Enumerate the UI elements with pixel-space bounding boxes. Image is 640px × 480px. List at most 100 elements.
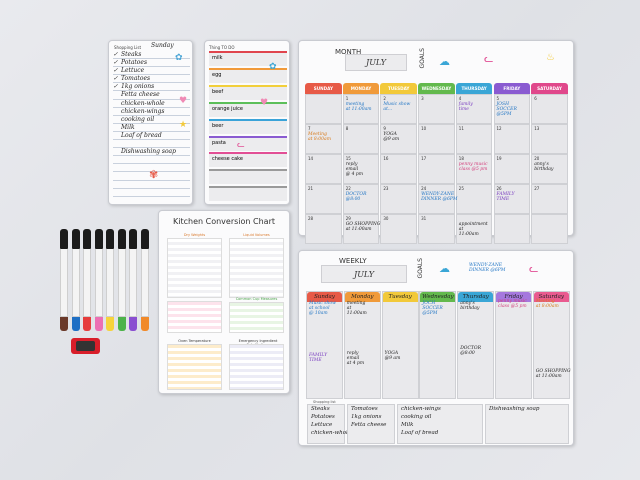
month-date-number: 1 xyxy=(345,96,349,101)
todo-item-text: orange juice xyxy=(212,105,243,112)
cloud-doodle-icon: ☁ xyxy=(439,55,450,68)
month-day-cell: 29 xyxy=(342,214,380,244)
month-day-cell xyxy=(455,214,493,244)
month-date-number: 23 xyxy=(383,186,389,191)
marker-tip xyxy=(129,317,137,331)
week-note: anny's birthday xyxy=(460,301,480,311)
todo-item-text: cheese cake xyxy=(212,156,243,163)
week-shopping-label: Shopping list xyxy=(313,400,336,404)
month-day-cell: 12 xyxy=(493,124,531,154)
month-date-number: 11 xyxy=(458,126,464,131)
month-note: GO SHOPPING at 11:00am xyxy=(345,222,381,232)
month-day-cell: 30 xyxy=(380,214,418,244)
month-day-cell: 19 xyxy=(493,154,531,184)
shopping-list-day: Sunday xyxy=(151,42,174,49)
week-shopping-box: chicken-wings cooking oil Milk Loaf of brea… xyxy=(397,404,483,444)
todo-slot: egg xyxy=(209,67,287,83)
todo-slot: pasta xyxy=(209,135,287,151)
week-shopping-box: Steaks Potatoes Lettuce chicken-whole xyxy=(307,404,352,444)
month-day-header: WEDNESDAY xyxy=(418,83,455,94)
week-shopping-box: Tomatoes 1kg onions Fetta cheese xyxy=(347,404,395,444)
month-date-number: 15 xyxy=(345,156,351,161)
todo-slot: beef xyxy=(209,84,287,100)
month-day-header: SUNDAY xyxy=(305,83,342,94)
todo-title: Thing TO DO xyxy=(209,45,235,50)
cloud-doodle-icon: ☁ xyxy=(439,262,450,275)
month-day-header: FRIDAY xyxy=(493,83,531,94)
month-name: JULY xyxy=(345,54,407,71)
month-day-cell: 8 xyxy=(342,124,380,154)
month-day-cell: 22 xyxy=(342,184,380,214)
section-common-cup-measures: Common Cup Measures xyxy=(235,297,278,301)
marker-cap xyxy=(94,229,103,249)
month-note: JOSH SOCCER @5PM xyxy=(496,102,517,117)
week-day-column: Saturday xyxy=(532,291,570,399)
todo-item-text: pasta xyxy=(212,139,226,146)
week-day-column: Friday xyxy=(495,291,532,399)
cat-doodle-icon: ᓚ xyxy=(237,140,245,150)
dry-weights-table xyxy=(167,238,222,298)
month-day-cell xyxy=(305,94,342,124)
ice-cream-doodle-icon: ♥ xyxy=(179,96,188,106)
marker-body xyxy=(71,249,80,317)
month-date-number: 20 xyxy=(534,156,540,161)
marker-body xyxy=(106,249,114,317)
marker-cap xyxy=(71,229,80,249)
month-goals-label: GOALS xyxy=(419,48,426,69)
month-date-number: 6 xyxy=(534,96,537,101)
month-note: reply email @ 4 pm xyxy=(345,162,364,177)
month-day-cell: 21 xyxy=(305,184,342,214)
marker-tip xyxy=(94,317,103,331)
week-goal-note: WENDY-ZANE DINNER @6PM xyxy=(469,263,506,273)
marker-cap xyxy=(117,229,126,249)
month-day-cell: 4 xyxy=(455,94,493,124)
month-day-cell: 9 xyxy=(380,124,418,154)
month-day-cell: 13 xyxy=(531,124,568,154)
week-day-header: Thursday xyxy=(458,292,494,302)
month-date-number: 8 xyxy=(345,126,349,131)
marker-cap xyxy=(83,229,91,249)
marker-tip xyxy=(106,317,114,331)
star-doodle-icon: ★ xyxy=(179,120,188,130)
dry-erase-marker xyxy=(140,229,149,331)
shopping-list-item: chicken-wings xyxy=(113,108,190,116)
section-liquid-volumes: Liquid Volumes xyxy=(243,233,270,237)
marker-tip xyxy=(83,317,91,331)
conversion-chart-board: Kitchen Conversion Chart Dry Weights Liq… xyxy=(158,210,290,394)
todo-item-text: egg xyxy=(212,71,222,78)
week-shopping-item: 1kg onions xyxy=(351,414,382,420)
todo-item-text: beef xyxy=(212,88,224,95)
week-shopping-item: Potatoes xyxy=(311,414,335,420)
shopping-list-item xyxy=(113,156,190,165)
week-shopping-item: Lettuce xyxy=(311,422,333,428)
month-note: Music show at... xyxy=(383,102,411,112)
shopping-list-item xyxy=(113,172,190,181)
month-day-cell: 16 xyxy=(380,154,418,184)
shopping-list-item: Dishwashing soap xyxy=(113,148,190,157)
monthly-calendar-board: MONTH JULY GOALS ☁ ᓚ ♨ SUNDAY MONDAY TUESD… xyxy=(298,40,574,244)
month-date-number: 26 xyxy=(496,186,502,191)
month-day-header: SATURDAY xyxy=(531,83,568,94)
marker-cap xyxy=(106,229,114,249)
weekly-planner-board: WEEKLY JULY GOALS WENDY-ZANE DINNER @6PM… xyxy=(298,250,574,446)
marker-body xyxy=(117,249,126,317)
week-shopping-item: chicken-wings xyxy=(401,406,441,412)
week-note: JOCH SOCCER @5PM xyxy=(422,301,443,316)
shopping-list-item: cooking oil xyxy=(113,116,190,124)
week-shopping-item: Loaf of bread xyxy=(401,430,439,436)
week-note: Meeting at 8:00am xyxy=(535,299,559,309)
month-day-cell: 2 xyxy=(380,94,418,124)
week-shopping-item: chicken-whole xyxy=(311,430,352,436)
shopping-list-item xyxy=(113,140,190,149)
month-date-number: 9 xyxy=(383,126,386,131)
todo-board: Thing TO DO milk egg beef orange juice beer p… xyxy=(204,40,290,205)
shopping-list-item xyxy=(113,164,190,173)
month-date-number: 30 xyxy=(383,216,389,221)
month-note: appointment at 11:00am xyxy=(458,222,488,237)
dry-erase-marker xyxy=(83,229,91,331)
week-day-column: Sunday xyxy=(306,291,343,399)
month-day-cell: 26 xyxy=(493,184,531,214)
todo-slot: cheese cake xyxy=(209,152,287,168)
marker-tip xyxy=(140,317,149,331)
week-note: YOGA @9 am xyxy=(384,351,401,361)
